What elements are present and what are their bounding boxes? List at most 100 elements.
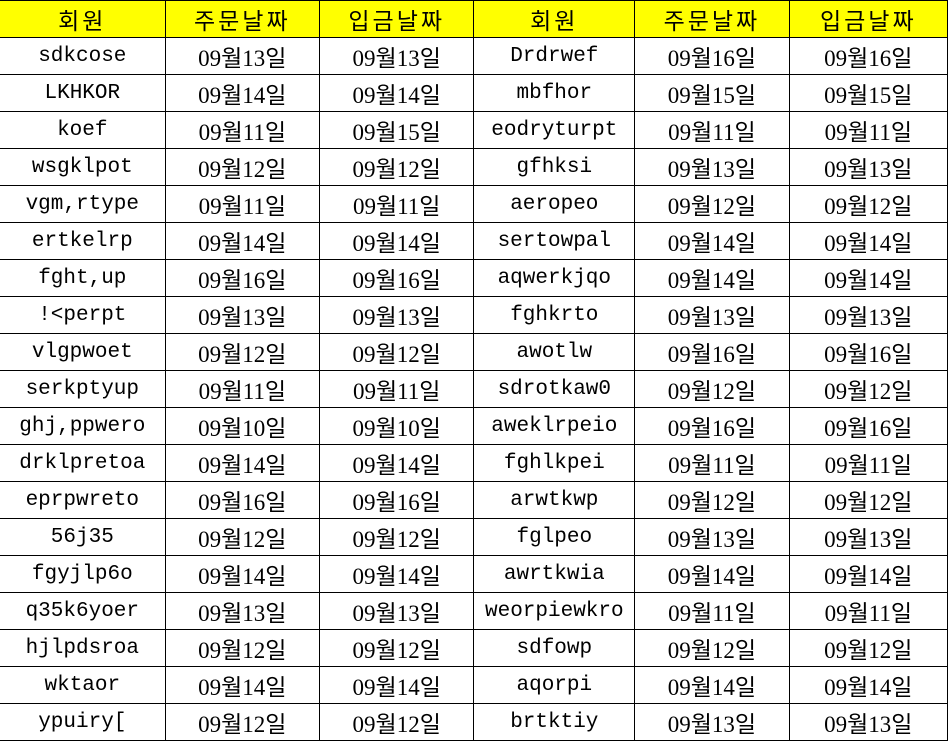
order-date-cell[interactable]: 09월13일 bbox=[634, 518, 790, 556]
order-date-cell[interactable]: 09월12일 bbox=[164, 333, 321, 371]
member-cell[interactable]: q35k6yoer bbox=[0, 592, 166, 630]
payment-date-cell[interactable]: 09월16일 bbox=[788, 37, 949, 75]
payment-date-cell[interactable]: 09월12일 bbox=[318, 148, 475, 186]
member-cell[interactable]: wsgklpot bbox=[0, 148, 166, 186]
payment-date-cell[interactable]: 09월11일 bbox=[788, 111, 949, 149]
order-date-cell[interactable]: 09월12일 bbox=[164, 518, 321, 556]
payment-date-cell[interactable]: 09월14일 bbox=[788, 555, 949, 593]
header-payment-date[interactable]: 입금날짜 bbox=[318, 0, 475, 38]
order-date-cell[interactable]: 09월10일 bbox=[164, 407, 321, 445]
payment-date-cell[interactable]: 09월16일 bbox=[788, 407, 949, 445]
payment-date-cell[interactable]: 09월12일 bbox=[788, 370, 949, 408]
member-cell[interactable]: ertkelrp bbox=[0, 222, 166, 260]
order-date-cell[interactable]: 09월11일 bbox=[634, 111, 790, 149]
member-cell[interactable]: fghlkpei bbox=[473, 444, 636, 482]
order-date-cell[interactable]: 09월13일 bbox=[164, 296, 321, 334]
order-date-cell[interactable]: 09월14일 bbox=[634, 555, 790, 593]
order-date-cell[interactable]: 09월11일 bbox=[164, 185, 321, 223]
member-cell[interactable]: hjlpdsroa bbox=[0, 629, 166, 667]
order-date-cell[interactable]: 09월16일 bbox=[164, 259, 321, 297]
member-cell[interactable]: fghkrto bbox=[473, 296, 636, 334]
payment-date-cell[interactable]: 09월16일 bbox=[318, 259, 475, 297]
header-order-date[interactable]: 주문날짜 bbox=[164, 0, 321, 38]
order-date-cell[interactable]: 09월16일 bbox=[164, 481, 321, 519]
payment-date-cell[interactable]: 09월12일 bbox=[318, 333, 475, 371]
member-cell[interactable]: vgm,rtype bbox=[0, 185, 166, 223]
member-cell[interactable]: sdfowp bbox=[473, 629, 636, 667]
header-payment-date[interactable]: 입금날짜 bbox=[788, 0, 949, 38]
header-order-date[interactable]: 주문날짜 bbox=[634, 0, 790, 38]
payment-date-cell[interactable]: 09월13일 bbox=[788, 518, 949, 556]
header-member[interactable]: 회원 bbox=[0, 0, 166, 38]
member-cell[interactable]: sdkcose bbox=[0, 37, 166, 75]
payment-date-cell[interactable]: 09월14일 bbox=[318, 444, 475, 482]
member-cell[interactable]: brtktiy bbox=[473, 703, 636, 741]
order-date-cell[interactable]: 09월12일 bbox=[634, 481, 790, 519]
member-cell[interactable]: awrtkwia bbox=[473, 555, 636, 593]
order-date-cell[interactable]: 09월16일 bbox=[634, 333, 790, 371]
order-date-cell[interactable]: 09월14일 bbox=[634, 259, 790, 297]
member-cell[interactable]: sertowpal bbox=[473, 222, 636, 260]
member-cell[interactable]: serkptyup bbox=[0, 370, 166, 408]
member-cell[interactable]: Drdrwef bbox=[473, 37, 636, 75]
member-cell[interactable]: sdrotkaw0 bbox=[473, 370, 636, 408]
member-cell[interactable]: weorpiewkro bbox=[473, 592, 636, 630]
member-cell[interactable]: gfhksi bbox=[473, 148, 636, 186]
member-cell[interactable]: eprpwreto bbox=[0, 481, 166, 519]
order-date-cell[interactable]: 09월14일 bbox=[164, 444, 321, 482]
order-date-cell[interactable]: 09월14일 bbox=[164, 222, 321, 260]
member-cell[interactable]: LKHKOR bbox=[0, 74, 166, 112]
payment-date-cell[interactable]: 09월13일 bbox=[788, 296, 949, 334]
payment-date-cell[interactable]: 09월14일 bbox=[788, 222, 949, 260]
member-cell[interactable]: fgyjlp6o bbox=[0, 555, 166, 593]
order-date-cell[interactable]: 09월12일 bbox=[164, 703, 321, 741]
payment-date-cell[interactable]: 09월14일 bbox=[318, 555, 475, 593]
order-date-cell[interactable]: 09월16일 bbox=[634, 407, 790, 445]
payment-date-cell[interactable]: 09월13일 bbox=[788, 148, 949, 186]
order-date-cell[interactable]: 09월12일 bbox=[164, 629, 321, 667]
order-date-cell[interactable]: 09월14일 bbox=[164, 666, 321, 704]
payment-date-cell[interactable]: 09월14일 bbox=[318, 222, 475, 260]
order-date-cell[interactable]: 09월14일 bbox=[634, 666, 790, 704]
order-date-cell[interactable]: 09월13일 bbox=[634, 148, 790, 186]
member-cell[interactable]: fglpeo bbox=[473, 518, 636, 556]
payment-date-cell[interactable]: 09월12일 bbox=[788, 629, 949, 667]
order-date-cell[interactable]: 09월12일 bbox=[634, 629, 790, 667]
payment-date-cell[interactable]: 09월14일 bbox=[788, 666, 949, 704]
member-cell[interactable]: mbfhor bbox=[473, 74, 636, 112]
payment-date-cell[interactable]: 09월16일 bbox=[788, 333, 949, 371]
order-date-cell[interactable]: 09월12일 bbox=[164, 148, 321, 186]
order-date-cell[interactable]: 09월16일 bbox=[634, 37, 790, 75]
order-date-cell[interactable]: 09월13일 bbox=[634, 296, 790, 334]
payment-date-cell[interactable]: 09월16일 bbox=[318, 481, 475, 519]
order-date-cell[interactable]: 09월13일 bbox=[164, 592, 321, 630]
payment-date-cell[interactable]: 09월15일 bbox=[788, 74, 949, 112]
member-cell[interactable]: aweklrpeio bbox=[473, 407, 636, 445]
order-date-cell[interactable]: 09월11일 bbox=[164, 111, 321, 149]
member-cell[interactable]: koef bbox=[0, 111, 166, 149]
member-cell[interactable]: !<perpt bbox=[0, 296, 166, 334]
payment-date-cell[interactable]: 09월12일 bbox=[788, 185, 949, 223]
payment-date-cell[interactable]: 09월11일 bbox=[318, 185, 475, 223]
order-date-cell[interactable]: 09월14일 bbox=[634, 222, 790, 260]
order-date-cell[interactable]: 09월15일 bbox=[634, 74, 790, 112]
order-date-cell[interactable]: 09월11일 bbox=[164, 370, 321, 408]
member-cell[interactable]: awotlw bbox=[473, 333, 636, 371]
payment-date-cell[interactable]: 09월11일 bbox=[788, 592, 949, 630]
member-cell[interactable]: ghj,ppwero bbox=[0, 407, 166, 445]
payment-date-cell[interactable]: 09월11일 bbox=[788, 444, 949, 482]
payment-date-cell[interactable]: 09월12일 bbox=[318, 518, 475, 556]
order-date-cell[interactable]: 09월13일 bbox=[164, 37, 321, 75]
payment-date-cell[interactable]: 09월13일 bbox=[318, 37, 475, 75]
member-cell[interactable]: ypuiry[ bbox=[0, 703, 166, 741]
payment-date-cell[interactable]: 09월12일 bbox=[318, 629, 475, 667]
member-cell[interactable]: wktaor bbox=[0, 666, 166, 704]
order-date-cell[interactable]: 09월13일 bbox=[634, 703, 790, 741]
header-member[interactable]: 회원 bbox=[473, 0, 636, 38]
payment-date-cell[interactable]: 09월12일 bbox=[788, 481, 949, 519]
payment-date-cell[interactable]: 09월15일 bbox=[318, 111, 475, 149]
member-cell[interactable]: drklpretoa bbox=[0, 444, 166, 482]
payment-date-cell[interactable]: 09월11일 bbox=[318, 370, 475, 408]
payment-date-cell[interactable]: 09월13일 bbox=[318, 296, 475, 334]
payment-date-cell[interactable]: 09월10일 bbox=[318, 407, 475, 445]
